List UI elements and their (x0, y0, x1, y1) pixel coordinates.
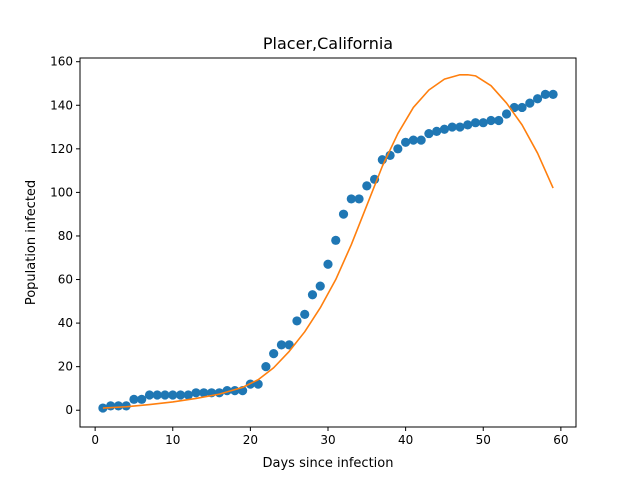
data-point (331, 235, 341, 245)
y-tick-label: 0 (65, 403, 73, 417)
data-point (137, 394, 147, 404)
data-point (424, 128, 434, 139)
data-point (261, 362, 271, 372)
data-point (486, 115, 496, 126)
data-point (315, 281, 325, 291)
y-tick-label: 160 (50, 55, 73, 69)
x-tick-label: 30 (320, 433, 335, 447)
data-point (463, 120, 473, 130)
x-tick-label: 0 (91, 433, 99, 447)
data-point (113, 401, 124, 411)
x-axis-label: Days since infection (263, 456, 394, 471)
y-tick-label: 40 (58, 316, 73, 330)
x-tick-label: 50 (476, 433, 491, 447)
data-point (199, 388, 209, 398)
chart-title: Placer,California (263, 34, 393, 53)
data-point (338, 209, 349, 219)
data-point (253, 379, 263, 389)
data-point (393, 144, 403, 154)
x-axis-ticks: 0 10 20 30 40 50 60 (91, 427, 569, 447)
data-point (532, 94, 543, 104)
data-point (183, 390, 193, 400)
data-point (284, 340, 294, 350)
data-point (121, 401, 131, 411)
data-point (401, 137, 411, 147)
x-tick-label: 40 (398, 433, 413, 447)
data-point (354, 194, 364, 204)
data-point (470, 118, 481, 128)
y-tick-label: 80 (58, 229, 73, 243)
data-point (98, 403, 108, 413)
y-axis-label: Population infected (24, 180, 39, 305)
data-point (494, 115, 504, 126)
y-tick-label: 20 (58, 360, 73, 374)
data-point (323, 259, 333, 269)
data-point (292, 316, 302, 326)
data-point (517, 102, 527, 113)
y-tick-label: 120 (50, 142, 73, 156)
x-tick-label: 10 (165, 433, 180, 447)
y-tick-label: 100 (50, 185, 73, 199)
data-point (276, 340, 287, 350)
data-point (346, 194, 356, 204)
y-axis-ticks: 0 20 40 60 80 100 120 140 160 (50, 55, 80, 417)
data-point (307, 290, 318, 300)
plot-area (98, 73, 558, 413)
data-point (408, 135, 418, 145)
data-point (168, 390, 178, 400)
data-point (447, 122, 457, 132)
data-point (548, 89, 558, 99)
x-tick-label: 60 (553, 433, 568, 447)
data-point (362, 181, 372, 191)
data-point (300, 309, 310, 319)
data-point (269, 348, 279, 359)
data-point (191, 388, 201, 398)
data-point (160, 390, 170, 400)
data-point (455, 122, 465, 132)
data-point (432, 126, 442, 137)
x-tick-label: 20 (243, 433, 258, 447)
data-point (416, 135, 426, 145)
data-point (129, 394, 139, 404)
y-tick-label: 140 (50, 98, 73, 112)
data-point (478, 118, 488, 128)
data-point (540, 89, 550, 99)
data-point (175, 390, 186, 400)
data-point (439, 124, 450, 134)
y-tick-label: 60 (58, 273, 73, 287)
data-point (501, 109, 512, 119)
fit-curve-line (102, 73, 554, 409)
data-point (144, 390, 155, 400)
data-point (525, 98, 535, 108)
data-point (152, 390, 162, 400)
